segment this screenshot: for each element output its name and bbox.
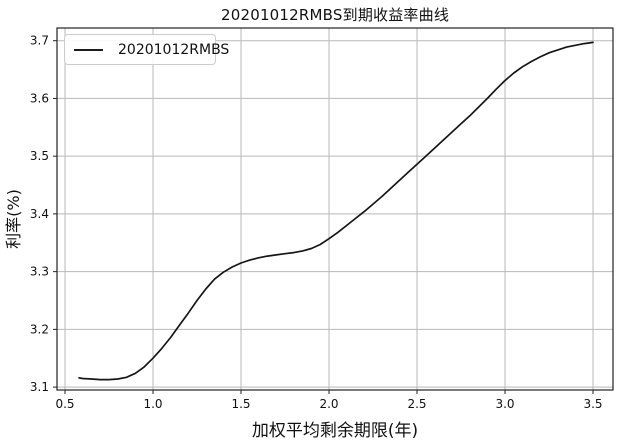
x-tick-label: 0.5	[55, 397, 74, 411]
legend-line-icon	[74, 48, 103, 51]
y-tick-label: 3.7	[30, 34, 49, 48]
yield-curve-line	[78, 41, 594, 381]
x-tick-label: 2.5	[407, 397, 426, 411]
y-tick-label: 3.5	[30, 149, 49, 163]
tick-marks	[53, 40, 594, 394]
y-tick-label: 3.1	[30, 380, 49, 394]
gridlines	[57, 28, 613, 390]
x-tick-label: 2.0	[319, 397, 338, 411]
yield-curve-series	[78, 41, 594, 381]
plot-border	[56, 27, 614, 391]
legend: 20201012RMBS	[64, 34, 229, 65]
x-axis-label: 加权平均剩余期限(年)	[251, 421, 419, 441]
x-tick-label: 3.5	[583, 397, 602, 411]
y-tick-label: 3.6	[30, 91, 49, 105]
legend-label: 20201012RMBS	[118, 41, 230, 58]
x-tick-label: 1.5	[231, 397, 250, 411]
y-tick-label: 3.2	[30, 322, 49, 336]
tick-labels: 0.5 1.0 1.5 2.0 2.5 3.0 3.5 3.1 3.2 3.3 3.4 3.5 3.6 3…	[30, 34, 603, 411]
y-tick-label: 3.4	[30, 207, 49, 221]
y-tick-label: 3.3	[30, 265, 49, 279]
x-tick-label: 1.0	[143, 397, 162, 411]
x-tick-label: 3.0	[495, 397, 514, 411]
chart-title: 20201012RMBS到期收益率曲线	[220, 6, 450, 24]
